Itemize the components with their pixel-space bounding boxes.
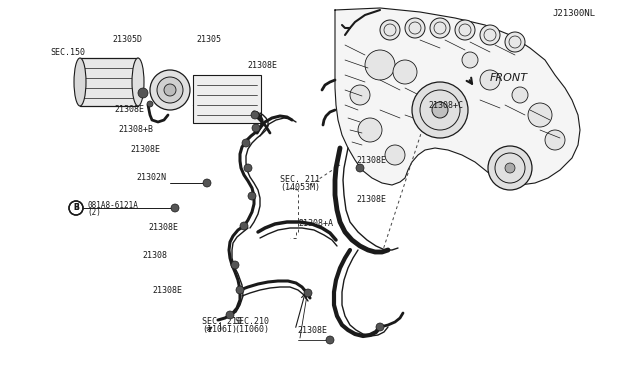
Circle shape: [326, 336, 334, 344]
Text: 21308+B: 21308+B: [118, 125, 153, 134]
Text: 21308E: 21308E: [297, 326, 327, 335]
Text: SEC.150: SEC.150: [50, 48, 85, 57]
Text: 21308E: 21308E: [356, 195, 386, 204]
Circle shape: [356, 164, 364, 172]
Ellipse shape: [74, 58, 86, 106]
Circle shape: [545, 130, 565, 150]
Circle shape: [385, 145, 405, 165]
Circle shape: [164, 84, 176, 96]
Text: 21308E: 21308E: [148, 223, 178, 232]
Text: (1I060): (1I060): [234, 325, 269, 334]
Text: FRONT: FRONT: [490, 73, 528, 83]
Text: B: B: [73, 203, 79, 212]
Circle shape: [488, 146, 532, 190]
Text: 21305D: 21305D: [112, 35, 142, 44]
Circle shape: [480, 25, 500, 45]
Circle shape: [147, 101, 153, 107]
Circle shape: [252, 124, 260, 132]
Text: SEC. 210: SEC. 210: [202, 317, 242, 326]
Circle shape: [430, 18, 450, 38]
Circle shape: [251, 111, 259, 119]
Text: (2): (2): [87, 208, 101, 218]
Text: B: B: [73, 203, 79, 212]
Circle shape: [505, 163, 515, 173]
Text: 21308E: 21308E: [152, 286, 182, 295]
Text: 21308: 21308: [142, 251, 167, 260]
Circle shape: [405, 18, 425, 38]
Circle shape: [203, 179, 211, 187]
Circle shape: [226, 311, 234, 319]
Text: 21308+A: 21308+A: [298, 219, 333, 228]
Circle shape: [150, 70, 190, 110]
Circle shape: [393, 60, 417, 84]
Text: 21308E: 21308E: [247, 61, 277, 70]
Circle shape: [528, 103, 552, 127]
Circle shape: [350, 85, 370, 105]
Circle shape: [236, 286, 244, 294]
Text: 21308+C: 21308+C: [428, 101, 463, 110]
Text: 081A8-6121A: 081A8-6121A: [87, 201, 138, 209]
Text: SEC.210: SEC.210: [234, 317, 269, 326]
Circle shape: [248, 192, 256, 200]
Circle shape: [512, 87, 528, 103]
Text: 21308E: 21308E: [356, 156, 386, 165]
Circle shape: [505, 32, 525, 52]
Circle shape: [138, 88, 148, 98]
Circle shape: [358, 118, 382, 142]
Circle shape: [462, 52, 478, 68]
Text: J21300NL: J21300NL: [552, 9, 595, 18]
Circle shape: [242, 139, 250, 147]
Circle shape: [231, 261, 239, 269]
Circle shape: [244, 164, 252, 172]
Text: (1106I): (1106I): [202, 325, 237, 334]
Circle shape: [365, 50, 395, 80]
Text: 21308E: 21308E: [130, 145, 160, 154]
Circle shape: [380, 20, 400, 40]
Text: 21305: 21305: [196, 35, 221, 44]
Circle shape: [376, 323, 384, 331]
Text: SEC. 211: SEC. 211: [280, 175, 320, 184]
Text: (14053M): (14053M): [280, 183, 320, 192]
Circle shape: [304, 289, 312, 297]
Text: 21308E: 21308E: [114, 105, 144, 114]
Bar: [193, 75, 261, 123]
Circle shape: [171, 204, 179, 212]
Ellipse shape: [132, 58, 144, 106]
Polygon shape: [335, 8, 580, 185]
Circle shape: [412, 82, 468, 138]
Circle shape: [157, 77, 183, 103]
Circle shape: [480, 70, 500, 90]
Text: 21302N: 21302N: [136, 173, 166, 182]
Circle shape: [432, 102, 448, 118]
Bar: [80, 58, 138, 106]
Circle shape: [240, 222, 248, 230]
Circle shape: [455, 20, 475, 40]
